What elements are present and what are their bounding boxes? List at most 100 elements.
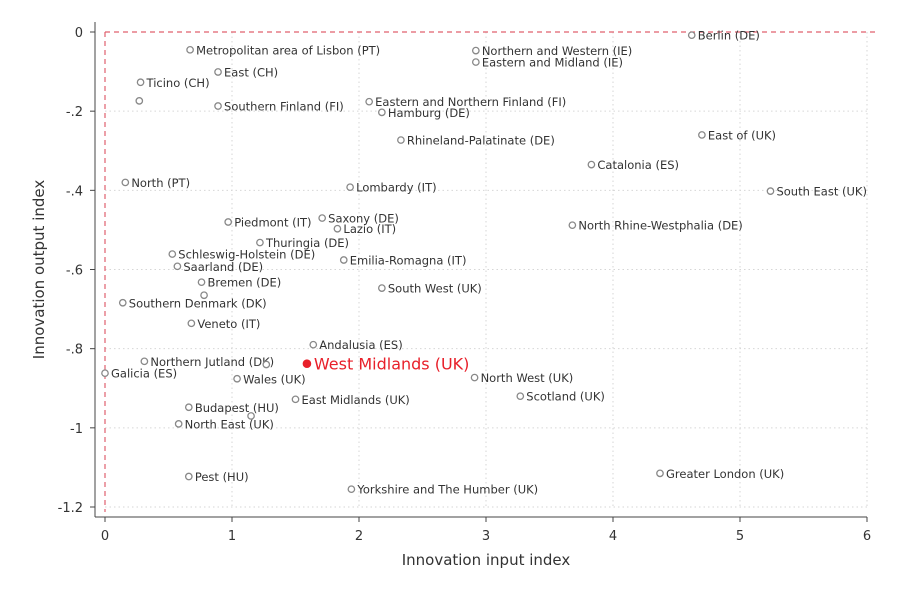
data-point-label: Catalonia (ES) [597, 158, 679, 172]
data-point [186, 45, 194, 54]
reference-lines [104, 31, 877, 512]
data-point [197, 278, 206, 287]
data-point-label: East Midlands (UK) [302, 393, 410, 407]
y-tick-label: -1.2 [58, 501, 83, 516]
data-point [200, 291, 208, 300]
data-point-label: Lombardy (IT) [356, 181, 436, 195]
data-point [136, 78, 145, 87]
data-point [184, 472, 193, 481]
x-tick-label: 5 [736, 529, 744, 544]
data-point [687, 31, 696, 40]
data-point-label: North (PT) [131, 176, 190, 190]
data-point-label: North East (UK) [185, 417, 274, 431]
data-point-label: Saxony (DE) [328, 212, 399, 226]
data-point [471, 46, 480, 55]
x-tick-label: 0 [101, 529, 109, 544]
x-tick-label: 6 [863, 529, 871, 544]
data-point [397, 136, 405, 144]
data-point-label: Scotland (UK) [526, 390, 605, 404]
y-tick-label: 0 [75, 26, 83, 41]
data-point [291, 395, 300, 404]
data-point [471, 58, 480, 66]
data-point-label: Greater London (UK) [666, 467, 784, 481]
data-point [656, 469, 664, 478]
data-point [121, 178, 130, 187]
y-tick-label: -.8 [66, 343, 83, 358]
axes [90, 22, 868, 522]
data-point [247, 412, 255, 420]
data-point-label: Galicia (ES) [111, 367, 177, 381]
data-point-label: Pest (HU) [195, 470, 249, 484]
data-point-label: Emilia-Romagna (IT) [350, 254, 467, 268]
data-point-label: Andalusia (ES) [319, 338, 402, 352]
data-point-label: Thuringia (DE) [265, 236, 349, 250]
data-point-label: Wales (UK) [243, 372, 306, 386]
data-point-label: Eastern and Midland (IE) [482, 56, 623, 70]
data-point [168, 250, 177, 258]
data-point [333, 224, 342, 233]
data-point-label: Budapest (HU) [195, 401, 279, 415]
data-point-label: Hamburg (DE) [388, 106, 470, 120]
data-point [224, 218, 233, 226]
data-point-label: South West (UK) [388, 282, 482, 296]
data-point [698, 131, 706, 139]
y-tick-label: -.6 [66, 264, 83, 279]
data-point-label: Metropolitan area of Lisbon (PT) [196, 43, 380, 57]
highlight-point-label: West Midlands (UK) [314, 355, 469, 374]
data-point-label: Rhineland-Palatinate (DE) [407, 134, 555, 148]
x-tick-label: 1 [228, 529, 236, 544]
data-point [470, 373, 479, 382]
data-point [309, 340, 318, 349]
data-point-label: Bremen (DE) [208, 276, 282, 290]
x-tick-label: 3 [482, 529, 490, 544]
data-point-label: South East (UK) [776, 185, 866, 199]
x-axis-title: Innovation input index [402, 551, 571, 569]
data-point-label: North West (UK) [481, 371, 574, 385]
data-point [339, 256, 348, 264]
data-point-label: Southern Denmark (DK) [129, 296, 267, 310]
data-point [135, 97, 144, 105]
data-point-label: Ticino (CH) [146, 76, 210, 90]
data-point-label: Northern Jutland (DK) [150, 355, 274, 369]
data-point [173, 262, 182, 271]
data-point [184, 403, 193, 412]
data-point [256, 238, 264, 247]
data-point [233, 374, 241, 383]
y-tick-label: -.4 [66, 184, 83, 199]
data-point-label: Southern Finland (FI) [224, 100, 344, 114]
grid-lines [105, 32, 868, 508]
data-point [214, 102, 222, 110]
data-point-label: Lazio (IT) [343, 222, 396, 236]
data-point [346, 183, 354, 192]
data-point-label: Schleswig-Holstein (DE) [178, 248, 315, 262]
data-point [262, 360, 271, 369]
data-point [174, 420, 183, 428]
data-point-label: Berlin (DE) [698, 29, 760, 43]
data-point-label: Eastern and Northern Finland (FI) [375, 95, 566, 109]
y-axis-title: Innovation output index [30, 180, 48, 360]
tick-labels: 0 1 2 3 4 5 6 0 -.2 -.4 -.6 -.8 -1 -1.2 [58, 26, 872, 544]
data-point [101, 369, 109, 378]
data-point-label: North Rhine-Westphalia (DE) [578, 219, 742, 233]
data-point [365, 97, 374, 106]
highlight-point [302, 359, 312, 369]
data-point-label: Piedmont (IT) [234, 216, 311, 230]
x-tick-label: 2 [355, 529, 363, 544]
data-point [214, 68, 222, 76]
data-point [140, 357, 149, 366]
data-points: Berlin (DE) Metropolitan area of Lisbon (… [101, 29, 867, 497]
data-point [378, 108, 386, 117]
data-point [187, 319, 196, 328]
data-point-label: Northern and Western (IE) [482, 44, 632, 58]
data-point [378, 284, 386, 292]
x-tick-label: 4 [609, 529, 617, 544]
data-point-label: East of (UK) [708, 128, 776, 142]
data-point [766, 187, 775, 195]
data-point [347, 485, 356, 494]
y-tick-label: -.2 [66, 105, 83, 120]
data-point [568, 221, 577, 230]
data-point-label: Yorkshire and The Humber (UK) [356, 483, 538, 497]
data-point [516, 392, 525, 401]
data-point [587, 160, 596, 169]
